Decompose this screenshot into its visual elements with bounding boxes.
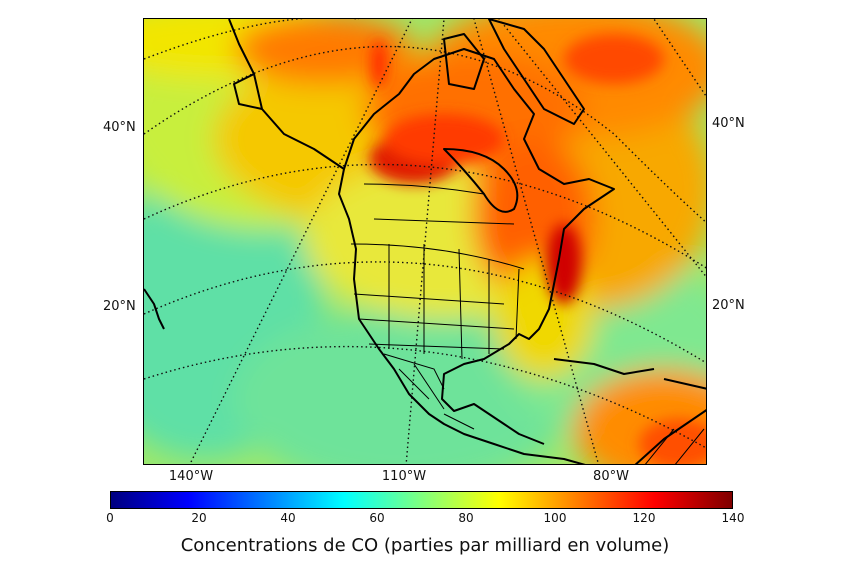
- caribbean-coast: [663, 378, 706, 390]
- meridian-80w: [498, 19, 706, 278]
- mexico-state-lines: [398, 363, 475, 430]
- parallel-20n: [144, 261, 706, 364]
- alaska-peninsula: [233, 73, 263, 110]
- meridian-90w: [473, 19, 600, 464]
- lon-label-110w: 110°W: [381, 469, 427, 484]
- lon-label-80w: 80°W: [593, 469, 629, 484]
- colorbar-tick-label: 0: [106, 511, 114, 525]
- canada-province-lines: [363, 183, 515, 225]
- colorbar-tick-label: 140: [721, 511, 745, 525]
- lon-label-140w: 140°W: [168, 469, 214, 484]
- hudson-bay: [443, 148, 519, 213]
- us-state-lines-v: [388, 244, 520, 360]
- colorbar-tick-label: 80: [458, 511, 474, 525]
- map-canvas: [144, 19, 706, 464]
- cuba-coast: [553, 358, 655, 375]
- mexico-border: [383, 353, 445, 390]
- parallel-10n: [144, 345, 706, 449]
- meridian-110w: [405, 19, 445, 464]
- pacific-coastline: [228, 19, 586, 464]
- colorbar-label: Concentrations de CO (parties par millia…: [180, 535, 670, 556]
- colorbar: [110, 491, 733, 509]
- lat-label-left-40n: 40°N: [103, 120, 136, 135]
- colorbar-tick-label: 40: [280, 511, 296, 525]
- atlantic-gulf-coastline: [343, 48, 615, 445]
- lat-label-right-20n: 20°N: [712, 298, 745, 313]
- political-borders: [350, 183, 705, 464]
- colorbar-tick-label: 60: [369, 511, 385, 525]
- concentration-field: [144, 19, 706, 464]
- greenland: [488, 19, 585, 125]
- lat-label-left-20n: 20°N: [103, 299, 136, 314]
- arctic-island: [443, 33, 485, 90]
- parallel-30n: [144, 163, 706, 269]
- hawaii-islands: [144, 288, 165, 330]
- colorbar-tick-label: 100: [543, 511, 567, 525]
- colorbar-tick-label: 120: [632, 511, 656, 525]
- colorbar-tick-label: 20: [191, 511, 207, 525]
- coastlines: [144, 19, 706, 464]
- us-canada-border: [350, 243, 525, 270]
- south-america-coast: [634, 409, 706, 464]
- lat-label-right-40n: 40°N: [712, 116, 745, 131]
- us-state-lines-h: [353, 293, 515, 350]
- co-concentration-map: [143, 18, 707, 465]
- south-america-borders: [644, 428, 705, 464]
